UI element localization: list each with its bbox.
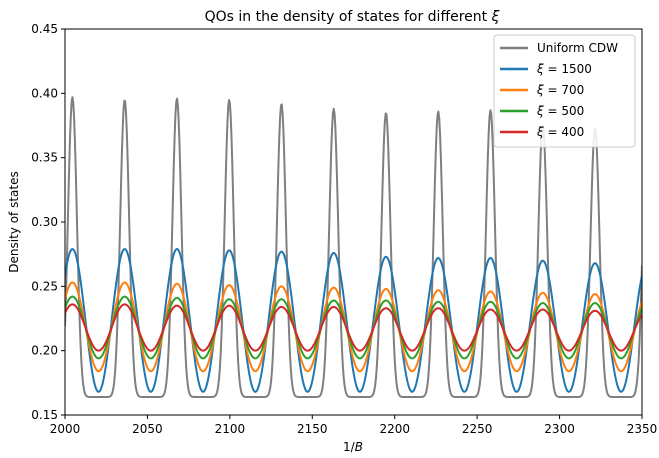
series-layer xyxy=(65,96,642,398)
x-tick-label: 2150 xyxy=(297,422,328,436)
legend: Uniform CDW ξ = 1500 ξ = 700 ξ = 500 ξ = 400 xyxy=(493,34,636,148)
x-tick-label: 2350 xyxy=(627,422,658,436)
x-tick-label: 2000 xyxy=(50,422,81,436)
y-axis: 0.15 0.20 0.25 0.30 0.35 0.40 0.45 xyxy=(31,22,65,422)
y-tick-label: 0.15 xyxy=(31,408,58,422)
y-tick-label: 0.40 xyxy=(31,86,58,100)
x-tick-label: 2250 xyxy=(462,422,493,436)
x-axis: 2000 2050 2100 2150 2200 2250 2300 2350 xyxy=(50,415,658,436)
y-tick-label: 0.20 xyxy=(31,344,58,358)
x-tick-label: 2200 xyxy=(379,422,410,436)
legend-label-3: ξ = 500 xyxy=(536,104,584,118)
y-tick-label: 0.45 xyxy=(31,22,58,36)
legend-label-1: ξ = 1500 xyxy=(536,62,592,76)
legend-label-0: Uniform CDW xyxy=(537,41,618,55)
series-line-0 xyxy=(65,96,642,398)
legend-label-2: ξ = 700 xyxy=(536,83,584,97)
series-line-4 xyxy=(65,303,642,352)
y-axis-label: Density of states xyxy=(7,171,21,272)
chart-title: QOs in the density of states for differe… xyxy=(205,9,500,25)
x-tick-label: 2050 xyxy=(132,422,163,436)
x-axis-label: 1/B xyxy=(343,440,363,454)
legend-label-4: ξ = 400 xyxy=(536,125,584,139)
y-tick-label: 0.35 xyxy=(31,151,58,165)
x-tick-label: 2300 xyxy=(544,422,575,436)
y-tick-label: 0.30 xyxy=(31,215,58,229)
legend-box xyxy=(493,34,636,148)
y-tick-label: 0.25 xyxy=(31,279,58,293)
x-tick-label: 2100 xyxy=(215,422,246,436)
series-line-2 xyxy=(65,281,642,373)
